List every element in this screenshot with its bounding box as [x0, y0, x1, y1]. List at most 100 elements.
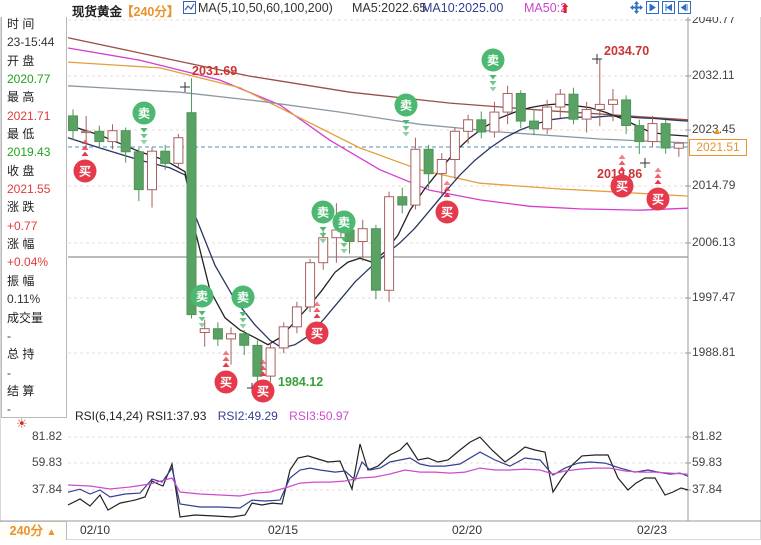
- candle: [515, 93, 526, 122]
- date-axis-tick: 02/10: [80, 523, 111, 537]
- candle: [68, 115, 78, 132]
- rsi-settings-label: RSI(6,14,24) RSI1:37.93: [75, 409, 207, 423]
- candle: [370, 228, 381, 291]
- sell-signal-marker: [394, 93, 418, 117]
- candle: [305, 262, 316, 308]
- candle: [357, 228, 368, 242]
- buy-signal-marker: [73, 159, 97, 183]
- quote-value: 2019.43: [7, 145, 51, 160]
- ma50-value: MA50:2: [524, 1, 568, 15]
- candle: [660, 123, 671, 149]
- quote-label: 开 盘: [7, 53, 35, 68]
- period-label[interactable]: 【240分】: [121, 5, 180, 19]
- period-dropdown-arrow-icon: ▲: [46, 527, 57, 538]
- quote-value: -: [7, 365, 11, 380]
- candle: [265, 347, 276, 377]
- price-up-arrow-icon: ⬆: [560, 2, 571, 16]
- pane-first-icon[interactable]: [646, 1, 659, 14]
- rsi2-value: RSI2:49.29: [217, 409, 278, 423]
- pane-last-icon[interactable]: [678, 1, 691, 14]
- ma-line-MA5: [67, 103, 689, 346]
- quote-value: 0.11%: [7, 292, 41, 307]
- quote-label: 最 高: [7, 90, 35, 105]
- buy-signal-label: 买: [220, 376, 232, 390]
- title-bar: 现货黄金 【240分】 MA(5,10,50,60,100,200) MA5:2…: [0, 0, 761, 19]
- buy-signal-label: 买: [311, 327, 323, 341]
- sell-signal-marker: [332, 210, 356, 234]
- quote-value: +0.77: [7, 218, 38, 233]
- candlestick-chart-icon[interactable]: [183, 1, 196, 17]
- rsi-axis-tick: 37.84: [692, 482, 723, 496]
- swing-price-label: 2031.69: [192, 64, 237, 78]
- current-price-badge: 2021.51: [689, 139, 747, 156]
- sell-signal-label: 卖: [338, 215, 350, 230]
- candle: [397, 196, 408, 206]
- candle: [581, 109, 592, 120]
- quote-value: -: [7, 402, 11, 417]
- sell-signal-label: 卖: [400, 98, 412, 113]
- candle: [449, 130, 460, 161]
- rsi-line-RSI3: [67, 467, 689, 497]
- buy-signal-marker: [646, 187, 670, 211]
- candle: [120, 130, 131, 153]
- price-axis-tick: 2006.13: [692, 235, 736, 249]
- quote-label: 成交量: [7, 310, 44, 325]
- quote-label: 最 低: [7, 127, 35, 142]
- candle: [555, 93, 566, 108]
- candle: [160, 150, 171, 164]
- price-direction-arrow-icon: ▲: [712, 126, 722, 137]
- candle: [226, 333, 236, 340]
- rsi-line-RSI1: [67, 436, 689, 518]
- candle: [199, 328, 210, 334]
- candle: [463, 119, 474, 132]
- rsi-line-RSI2: [67, 451, 689, 509]
- sell-signal-label: 卖: [487, 53, 499, 68]
- quote-value: 23-15:44: [7, 35, 55, 50]
- price-axis-tick: 2014.79: [692, 178, 736, 192]
- ma-settings-label: MA(5,10,50,60,100,200): [198, 1, 333, 15]
- ma-line-MA10: [67, 115, 689, 349]
- quote-label: 结 算: [7, 383, 35, 398]
- rsi-axis-tick: 59.83: [692, 455, 723, 469]
- symbol-name[interactable]: 现货黄金: [72, 5, 123, 19]
- buy-signal-label: 买: [257, 385, 269, 399]
- quote-label: 涨 幅: [7, 237, 35, 252]
- ma10-value: MA10:2025.00: [422, 1, 504, 15]
- ma-line-MA50: [67, 47, 689, 211]
- sell-signal-marker: [132, 101, 156, 125]
- pane-play-icon[interactable]: [662, 1, 675, 14]
- ma-line-MA60: [67, 85, 689, 144]
- quote-value: 2021.71: [7, 108, 51, 123]
- buy-signal-label: 买: [441, 206, 453, 220]
- sell-signal-marker: [190, 284, 214, 308]
- swing-price-label: 2019.86: [597, 167, 642, 181]
- candle: [489, 111, 500, 133]
- quote-label: 时 间: [7, 17, 35, 31]
- price-axis-tick: 2023.45: [692, 122, 736, 136]
- price-axis-tick: 1988.81: [692, 345, 736, 359]
- candle: [318, 237, 329, 264]
- quote-label: 振 幅: [7, 273, 35, 288]
- rsi-axis-tick-left: 59.83: [31, 455, 62, 469]
- candle: [529, 120, 539, 130]
- price-axis-tick: 1997.47: [692, 290, 736, 304]
- sell-signal-label: 卖: [237, 290, 249, 305]
- candle: [94, 130, 105, 143]
- rsi-axis-tick-left: 81.82: [31, 429, 62, 443]
- candle: [239, 333, 250, 346]
- quote-label: 涨 跌: [7, 200, 35, 215]
- settings-sun-icon[interactable]: ☀: [16, 416, 28, 431]
- candle: [673, 142, 684, 149]
- ma-line-MA100: [67, 61, 689, 197]
- date-axis-tick: 02/15: [268, 523, 299, 537]
- quote-value: -: [7, 328, 11, 343]
- buy-signal-marker: [251, 379, 275, 403]
- swing-price-label: 2034.70: [604, 44, 649, 58]
- move-cross-icon[interactable]: [630, 1, 643, 14]
- period-selector[interactable]: 240分 ▲: [0, 521, 67, 540]
- rsi-header: RSI(6,14,24) RSI1:37.93 RSI2:49.29 RSI3:…: [75, 409, 357, 423]
- candle: [384, 196, 395, 291]
- candle: [542, 106, 553, 130]
- quote-value: 2020.77: [7, 72, 51, 87]
